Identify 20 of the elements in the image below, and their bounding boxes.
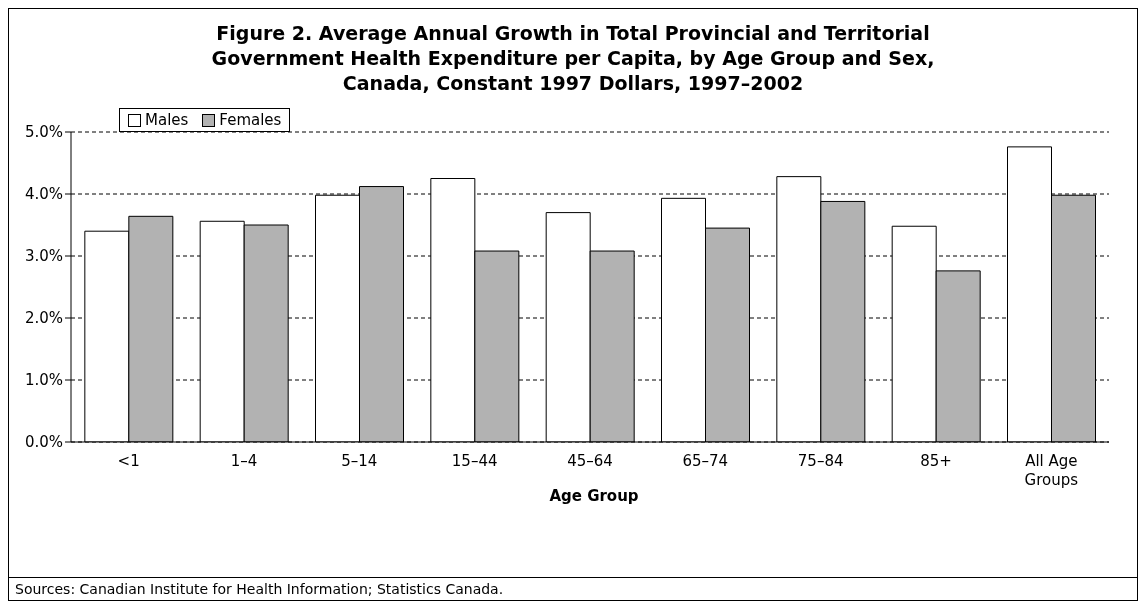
y-tick-label: 3.0% (24, 247, 63, 266)
x-tick-label: 45–64 (567, 452, 613, 470)
x-tick-label: 65–74 (682, 452, 729, 470)
y-tick-label: 2.0% (24, 309, 63, 328)
x-tick-label: All Age Groups (1024, 452, 1079, 489)
x-tick-label: 75–84 (797, 452, 844, 470)
x-tick-label: 15–44 (451, 452, 498, 470)
x-tick-label: 1–4 (230, 452, 258, 470)
legend-label: Females (218, 111, 282, 129)
x-tick-label: 5–14 (341, 452, 378, 470)
x-tick-label: <1 (117, 452, 140, 470)
chart-title: Figure 2. Average Annual Growth in Total Provincial and Territorial Government Health Expenditure per Capita, by Age Group and Sex, Canada, Constant 1997 Dollars, 1997–2002 (210, 21, 936, 96)
y-tick-label: 1.0% (24, 371, 63, 390)
source-note: Sources: Canadian Institute for Health Information; Statistics Canada. (9, 577, 1137, 600)
x-tick-label: 85+ (920, 452, 952, 470)
y-tick-label: 5.0% (24, 123, 63, 142)
y-tick-label: 0.0% (24, 433, 63, 452)
x-axis-title: Age Group (549, 487, 639, 505)
legend-label: Males (144, 111, 189, 129)
y-tick-label: 4.0% (24, 185, 63, 204)
